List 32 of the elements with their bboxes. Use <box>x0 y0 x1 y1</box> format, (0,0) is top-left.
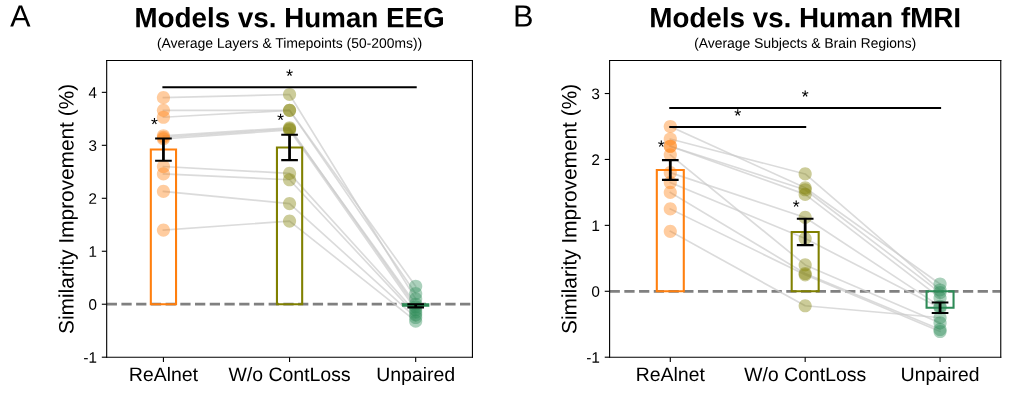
chart-subtitle: (Average Subjects & Brain Regions) <box>695 37 916 51</box>
x-tick-label: ReAlnet <box>637 366 705 382</box>
chart-title: Models vs. Human EEG <box>136 7 443 28</box>
annotation: * <box>277 113 284 121</box>
y-tick-label: 2 <box>592 154 600 165</box>
chart-subtitle: (Average Layers & Timepoints (50-200ms)) <box>157 37 422 51</box>
text: B <box>515 5 532 27</box>
y-tick-label: -1 <box>84 352 97 363</box>
annotation: * <box>734 109 741 116</box>
annotation: * <box>286 69 293 76</box>
x-tick-label: Unpaired <box>377 366 454 386</box>
text: A <box>10 5 31 27</box>
y-tick-label: 1 <box>89 246 97 257</box>
y-tick-label: 0 <box>591 286 600 297</box>
y-tick-label: 0 <box>89 299 97 310</box>
y-axis-title: Similarity Improvement (%) <box>58 85 78 333</box>
x-tick-label: ReAlnet <box>130 366 198 382</box>
y-tick-label: 3 <box>591 88 600 100</box>
annotation: * <box>792 200 800 207</box>
annotation: * <box>151 117 158 125</box>
y-tick-label: 2 <box>89 193 97 204</box>
y-tick-label: 3 <box>89 140 97 151</box>
y-tick-label: -1 <box>586 352 600 363</box>
annotation: * <box>801 90 809 97</box>
chart-title: Models vs. Human fMRI <box>651 7 960 28</box>
annotation: * <box>658 140 665 147</box>
x-tick-label: Unpaired <box>902 366 979 386</box>
y-axis-title: Similarity Improvement (%) <box>561 85 581 333</box>
x-tick-label: W/o ContLoss <box>228 366 350 382</box>
x-tick-label: W/o ContLoss <box>744 366 866 382</box>
y-tick-label: 1 <box>592 220 600 231</box>
y-tick-label: 4 <box>88 87 97 98</box>
